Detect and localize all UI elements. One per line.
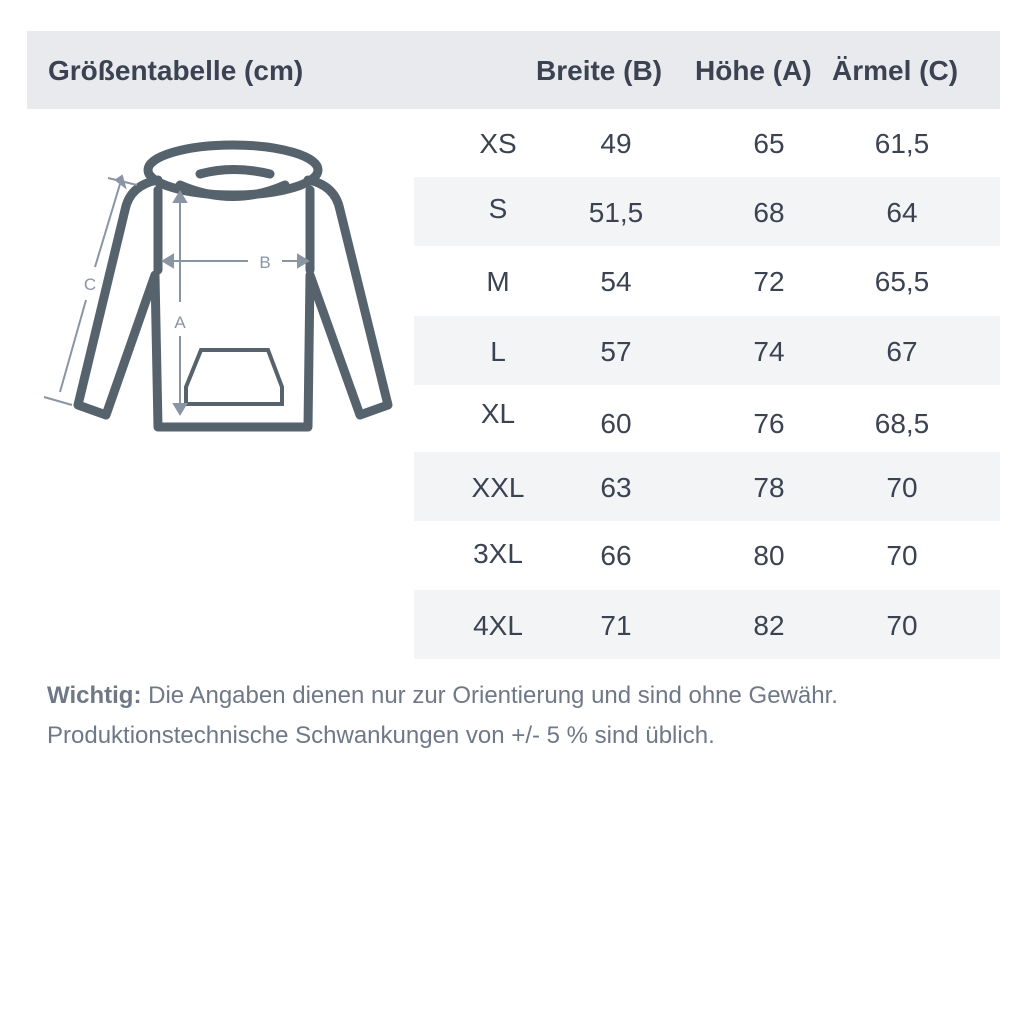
cell-breite: 63 — [600, 472, 632, 503]
table-row: L 57 74 67 — [414, 316, 1000, 385]
cell-size: 4XL — [473, 610, 523, 641]
label-a: A — [174, 313, 186, 332]
cell-aermel: 61,5 — [874, 128, 930, 159]
cell-aermel: 70 — [886, 610, 918, 641]
table-row: XL 60 76 68,5 — [414, 384, 1000, 453]
page-title: Größentabelle (cm) — [48, 55, 304, 86]
cell-size: M — [486, 266, 510, 297]
cell-aermel: 70 — [886, 540, 918, 571]
cell-hoehe: 80 — [753, 540, 785, 571]
note-label: Wichtig: — [47, 682, 142, 709]
hoodie-icon: A B C — [43, 140, 393, 432]
label-c: C — [84, 275, 96, 294]
cell-hoehe: 72 — [753, 266, 785, 297]
table-header: Größentabelle (cm) Breite (B) Höhe (A) Ä… — [27, 31, 1000, 109]
table-row: XS 49 65 61,5 — [414, 108, 1000, 177]
label-b: B — [259, 253, 270, 272]
table-row: 3XL 66 80 70 — [414, 520, 1000, 589]
note-line-1: Die Angaben dienen nur zur Orientierung … — [148, 682, 838, 709]
cell-hoehe: 68 — [753, 197, 785, 228]
table-row: M 54 72 65,5 — [414, 246, 1000, 315]
cell-breite: 60 — [600, 408, 632, 439]
cell-breite: 54 — [600, 266, 632, 297]
cell-aermel: 68,5 — [874, 408, 930, 439]
cell-aermel: 65,5 — [874, 266, 930, 297]
hoodie-diagram: A B C — [30, 130, 410, 440]
cell-size: XXL — [471, 472, 525, 503]
column-header-breite: Breite (B) — [536, 55, 663, 86]
cell-breite: 71 — [600, 610, 632, 641]
cell-size: L — [490, 336, 506, 367]
cell-size: XL — [480, 398, 516, 429]
cell-breite: 49 — [600, 128, 632, 159]
cell-breite: 51,5 — [588, 197, 644, 228]
cell-size: XS — [479, 128, 517, 159]
cell-aermel: 70 — [886, 472, 918, 503]
disclaimer-note: Wichtig: Die Angaben dienen nur zur Orie… — [47, 676, 838, 756]
cell-size: S — [488, 193, 508, 224]
note-line-2: Produktionstechnische Schwankungen von +… — [47, 722, 715, 749]
cell-size: 3XL — [473, 538, 523, 569]
cell-aermel: 67 — [886, 336, 918, 367]
table-row: S 51,5 68 64 — [414, 177, 1000, 246]
cell-hoehe: 65 — [753, 128, 785, 159]
cell-breite: 57 — [600, 336, 632, 367]
cell-breite: 66 — [600, 540, 632, 571]
table-row: XXL 63 78 70 — [414, 452, 1000, 521]
table-row: 4XL 71 82 70 — [414, 590, 1000, 659]
column-header-hoehe: Höhe (A) — [695, 55, 812, 86]
cell-hoehe: 82 — [753, 610, 785, 641]
cell-hoehe: 74 — [753, 336, 785, 367]
cell-aermel: 64 — [886, 197, 918, 228]
cell-hoehe: 78 — [753, 472, 785, 503]
cell-hoehe: 76 — [753, 408, 785, 439]
column-header-aermel: Ärmel (C) — [832, 55, 959, 86]
